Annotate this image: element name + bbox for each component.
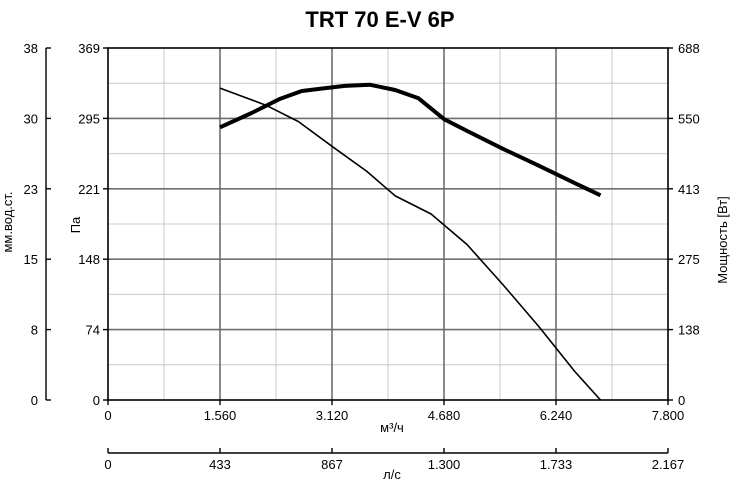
y-tick-label-pressure: 74: [86, 323, 100, 338]
plot-frame: [107, 47, 669, 401]
y-tick-label-pressure: 0: [93, 393, 100, 408]
chart-title: TRT 70 E-V 6P: [305, 7, 454, 32]
y-tick-label-outer: 8: [31, 323, 38, 338]
y-axis-right-label: Мощность [Вт]: [715, 196, 730, 284]
x-tick-label-primary: 4.680: [428, 408, 461, 423]
y-tick-label-power: 0: [678, 393, 685, 408]
y-axis-left-inner-label: Па: [68, 216, 83, 233]
x-tick-label-secondary: 867: [321, 457, 343, 472]
x-tick-label-secondary: 0: [104, 457, 111, 472]
x-axis-primary-label: м³/ч: [380, 420, 404, 435]
x-tick-label-primary: 6.240: [540, 408, 573, 423]
y-tick-label-pressure: 148: [78, 252, 100, 267]
y-tick-label-power: 413: [678, 182, 700, 197]
x-axis-secondary-label: л/с: [383, 467, 401, 482]
y-tick-label-outer: 23: [24, 182, 38, 197]
y-tick-label-outer: 0: [31, 393, 38, 408]
y-tick-label-power: 138: [678, 323, 700, 338]
y-axis-left-outer-label: мм.вод.ст.: [0, 191, 15, 252]
y-tick-label-pressure: 369: [78, 41, 100, 56]
y-tick-label-pressure: 221: [78, 182, 100, 197]
series-lines: [219, 82, 602, 401]
y-tick-label-power: 275: [678, 252, 700, 267]
y-tick-label-power: 688: [678, 41, 700, 56]
grid: [108, 48, 668, 400]
y-tick-label-pressure: 295: [78, 111, 100, 126]
x-tick-label-secondary: 1.300: [428, 457, 461, 472]
pressure-curve-line: [219, 87, 602, 401]
x-tick-label-primary: 7.800: [652, 408, 685, 423]
x-tick-label-secondary: 2.167: [652, 457, 685, 472]
x-tick-label-secondary: 1.733: [540, 457, 573, 472]
x-tick-label-primary: 0: [104, 408, 111, 423]
y-tick-label-outer: 30: [24, 111, 38, 126]
x-tick-label-primary: 3.120: [316, 408, 349, 423]
y-tick-label-power: 550: [678, 111, 700, 126]
y-tick-label-outer: 15: [24, 252, 38, 267]
y-tick-label-outer: 38: [24, 41, 38, 56]
power-curve-line: [219, 82, 602, 198]
x-tick-label-secondary: 433: [209, 457, 231, 472]
axes: [45, 47, 673, 454]
x-tick-label-primary: 1.560: [204, 408, 237, 423]
